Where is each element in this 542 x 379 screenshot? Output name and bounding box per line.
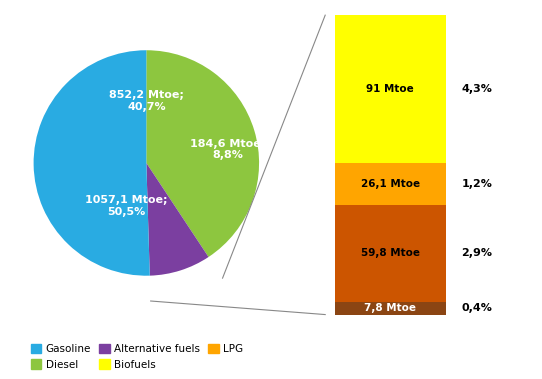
Text: 0,4%: 0,4%: [461, 303, 492, 313]
Text: 59,8 Mtoe: 59,8 Mtoe: [361, 249, 420, 258]
Text: 91 Mtoe: 91 Mtoe: [366, 84, 414, 94]
Text: 26,1 Mtoe: 26,1 Mtoe: [360, 179, 420, 189]
Text: 4,3%: 4,3%: [461, 84, 492, 94]
Text: 852,2 Mtoe;
40,7%: 852,2 Mtoe; 40,7%: [109, 90, 184, 112]
Text: 184,6 Mtoe;
8,8%: 184,6 Mtoe; 8,8%: [190, 139, 265, 160]
Bar: [335, 302, 446, 315]
Bar: [335, 15, 446, 163]
Text: 7,8 Mtoe: 7,8 Mtoe: [364, 303, 416, 313]
Legend: Gasoline, Diesel, Alternative fuels, Biofuels, LPG: Gasoline, Diesel, Alternative fuels, Bio…: [27, 340, 247, 374]
Bar: [335, 163, 446, 205]
Text: 1057,1 Mtoe;
50,5%: 1057,1 Mtoe; 50,5%: [85, 195, 167, 217]
Text: 2,9%: 2,9%: [461, 249, 492, 258]
Wedge shape: [146, 50, 259, 257]
Wedge shape: [146, 163, 209, 276]
Text: 1,2%: 1,2%: [461, 179, 492, 189]
Bar: [335, 205, 446, 302]
Wedge shape: [34, 50, 150, 276]
